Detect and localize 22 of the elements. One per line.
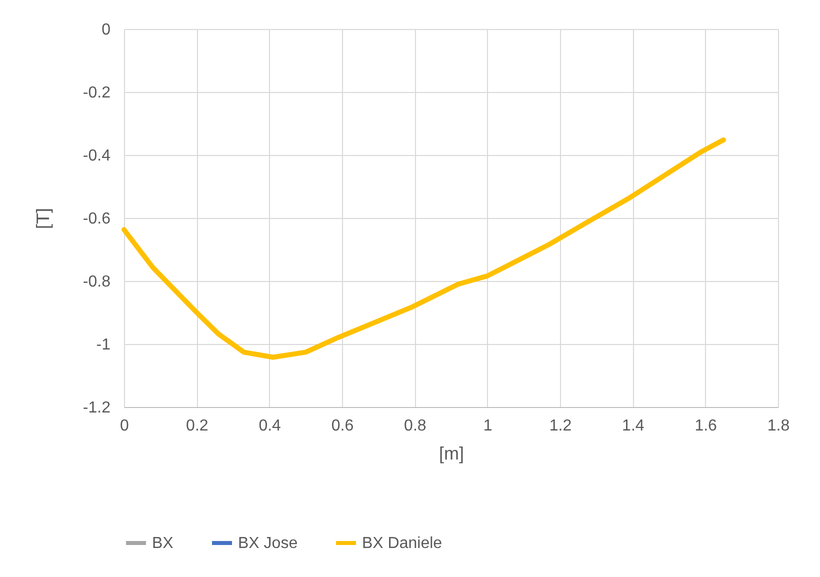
y-tick-label: 0 (102, 22, 111, 38)
y-tick-label: -1.2 (82, 400, 111, 416)
x-axis-title: [m] (439, 444, 464, 464)
y-tick-label: -0.4 (82, 148, 111, 164)
x-tick-label: 1.4 (622, 418, 644, 434)
legend-label: BX (152, 535, 174, 552)
x-tick-label: 1.8 (767, 418, 790, 434)
y-tick-label: -0.8 (82, 274, 111, 290)
x-tick-label: 1.2 (549, 418, 572, 434)
y-tick-label: -1 (96, 336, 111, 354)
x-tick-label: 0.2 (186, 418, 208, 434)
legend-label: BX Daniele (362, 535, 442, 552)
x-tick-label: 1 (483, 418, 492, 434)
x-tick-label: 1.6 (694, 418, 718, 434)
x-tick-label: 0.4 (258, 418, 282, 434)
x-tick-label: 0.6 (331, 418, 354, 434)
y-axis-title: [T] (32, 208, 53, 229)
y-tick-label: -0.2 (82, 84, 111, 102)
x-tick-label: 0.8 (404, 418, 426, 434)
x-tick-label: 0 (120, 418, 130, 434)
y-tick-label: -0.6 (82, 210, 111, 228)
legend-label: BX Jose (238, 535, 298, 552)
